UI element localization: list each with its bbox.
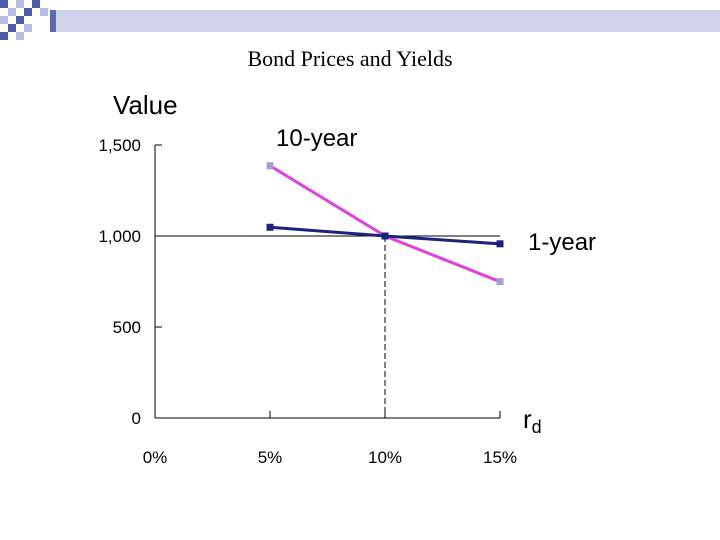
series-points	[266, 162, 504, 286]
data-point-1-year	[496, 240, 504, 248]
y-tick-label: 1,000	[98, 227, 141, 246]
series-label-10-year: 10-year	[276, 125, 357, 152]
data-point-10-year	[496, 278, 504, 286]
x-tick-label: 10%	[368, 448, 402, 467]
x-tick-label: 0%	[143, 448, 168, 467]
y-axis-ticks: 0 500 1,000 1,500	[98, 136, 162, 428]
x-tick-label: 5%	[258, 448, 283, 467]
y-tick-label: 1,500	[98, 136, 141, 155]
x-axis-ticks: 0% 5% 10% 15%	[143, 411, 517, 467]
header-bar	[50, 10, 720, 32]
x-tick-label: 15%	[483, 448, 517, 467]
y-tick-label: 0	[132, 409, 141, 428]
x-axis-title: rd	[523, 404, 542, 437]
x-axis-title-sub: d	[532, 417, 542, 437]
data-point-1-year	[381, 232, 389, 240]
y-tick-label: 500	[113, 318, 141, 337]
data-point-1-year	[266, 223, 274, 231]
slide-title: Bond Prices and Yields	[247, 46, 452, 71]
header-bar-accent	[50, 10, 56, 32]
data-point-10-year	[266, 162, 274, 170]
series-label-1-year: 1-year	[528, 229, 596, 256]
decorative-corner-pattern	[0, 0, 48, 40]
x-axis-title-main: r	[523, 404, 532, 434]
y-axis-title: Value	[113, 90, 178, 120]
